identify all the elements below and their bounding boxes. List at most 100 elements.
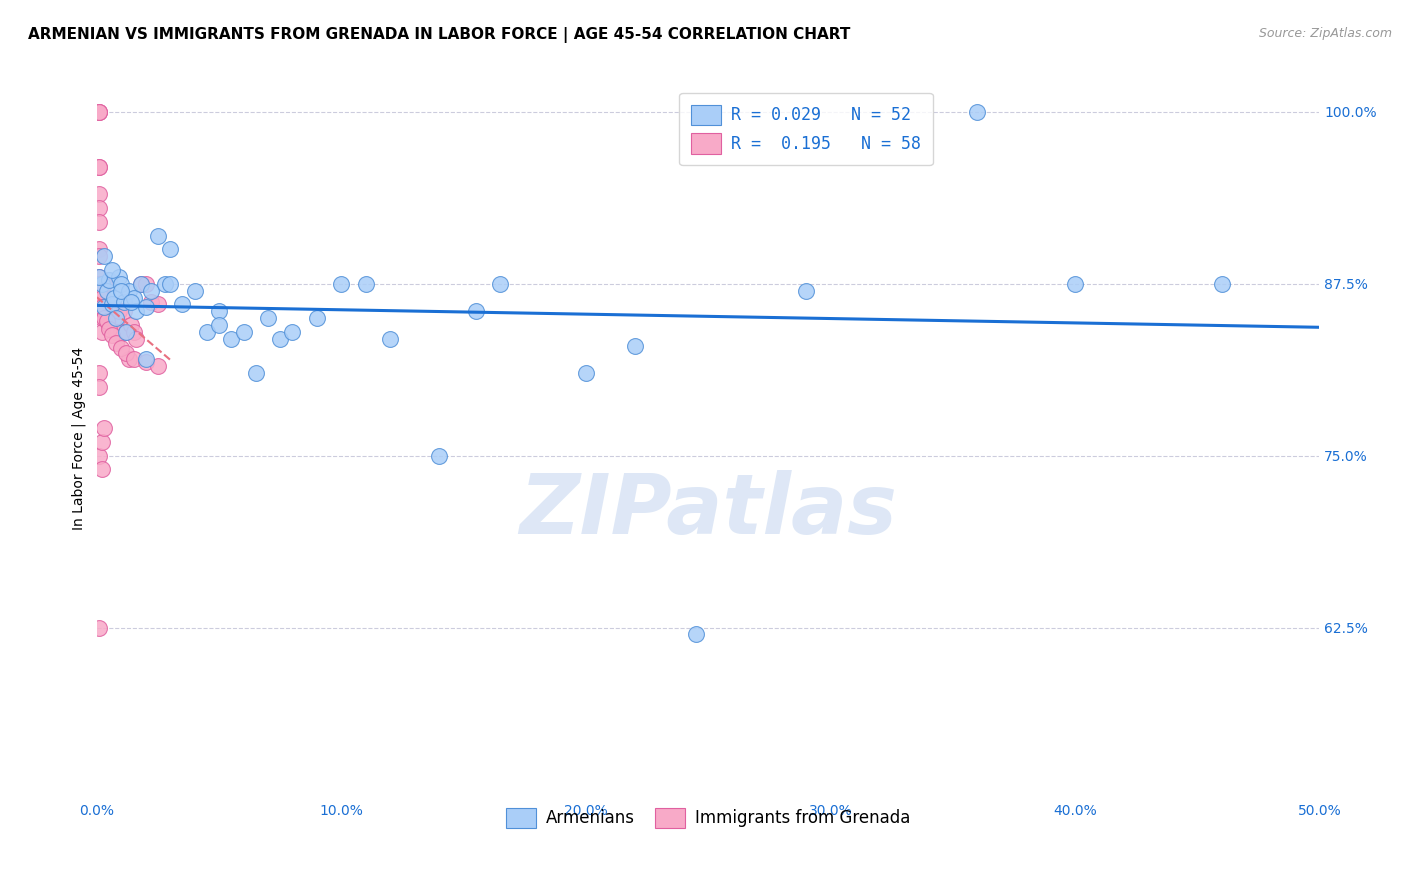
Point (232, 325, 254, 339)
Point (89, 104, 111, 119)
Point (90, 311, 112, 326)
Point (90, 297, 112, 311)
Point (89, 269, 111, 284)
Point (115, 325, 138, 339)
Point (120, 318, 142, 332)
Point (90, 284, 112, 298)
Point (96, 284, 118, 298)
Point (89, 243, 111, 257)
Text: ZIPatlas: ZIPatlas (519, 470, 897, 551)
Point (155, 277, 177, 291)
Point (90, 277, 112, 291)
Point (159, 277, 181, 291)
Point (120, 294, 142, 309)
Point (90, 291, 112, 305)
Point (89, 215, 111, 229)
Point (98, 318, 121, 332)
Point (105, 335, 128, 350)
Point (90, 300, 112, 314)
Point (135, 355, 157, 369)
Point (125, 332, 148, 346)
Point (100, 304, 122, 318)
Point (89, 449, 111, 463)
Point (135, 352, 157, 367)
Point (129, 277, 152, 291)
Point (257, 311, 280, 326)
Point (90, 434, 112, 449)
Point (103, 311, 125, 326)
Text: Source: ZipAtlas.com: Source: ZipAtlas.com (1258, 27, 1392, 40)
Point (115, 345, 138, 359)
Point (96, 314, 118, 328)
Point (354, 277, 377, 291)
Point (125, 304, 148, 318)
Point (93, 300, 115, 314)
Legend: Armenians, Immigrants from Grenada: Armenians, Immigrants from Grenada (499, 801, 917, 835)
Point (89, 277, 111, 291)
Point (269, 332, 291, 346)
Point (110, 277, 132, 291)
Point (90, 277, 112, 291)
Point (98, 272, 121, 286)
Point (129, 277, 152, 291)
Point (146, 228, 169, 243)
Point (90, 325, 112, 339)
Point (100, 297, 122, 311)
Point (135, 300, 157, 314)
Point (117, 284, 139, 298)
Point (108, 269, 131, 284)
Point (122, 291, 145, 305)
Point (685, 627, 707, 641)
Point (966, 104, 988, 119)
Point (489, 277, 512, 291)
Point (172, 297, 194, 311)
Point (96, 294, 118, 309)
Point (195, 325, 218, 339)
Point (110, 342, 132, 356)
Point (794, 284, 817, 298)
Point (281, 325, 304, 339)
Point (117, 352, 139, 367)
Point (112, 304, 135, 318)
Point (245, 366, 267, 380)
Y-axis label: In Labor Force | Age 45-54: In Labor Force | Age 45-54 (72, 347, 86, 530)
Point (89, 269, 111, 284)
Point (100, 327, 122, 342)
Point (105, 325, 128, 339)
Point (90, 462, 112, 476)
Point (89, 160, 111, 174)
Point (330, 277, 353, 291)
Point (89, 621, 111, 635)
Point (305, 311, 328, 326)
Point (122, 352, 145, 367)
Point (122, 325, 145, 339)
Point (93, 297, 115, 311)
Point (139, 294, 162, 309)
Point (110, 284, 132, 298)
Point (89, 104, 111, 119)
Point (183, 284, 205, 298)
Point (89, 366, 111, 380)
Point (115, 325, 138, 339)
Point (221, 332, 243, 346)
Point (110, 325, 132, 339)
Point (89, 104, 111, 119)
Point (93, 421, 115, 435)
Point (112, 294, 135, 309)
Point (380, 332, 402, 346)
Point (146, 359, 169, 374)
Point (100, 263, 122, 277)
Point (89, 201, 111, 215)
Point (139, 284, 162, 298)
Point (89, 380, 111, 394)
Point (135, 277, 157, 291)
Point (105, 311, 128, 326)
Point (93, 277, 115, 291)
Point (1064, 277, 1087, 291)
Point (427, 449, 450, 463)
Point (108, 304, 131, 318)
Text: ARMENIAN VS IMMIGRANTS FROM GRENADA IN LABOR FORCE | AGE 45-54 CORRELATION CHART: ARMENIAN VS IMMIGRANTS FROM GRENADA IN L… (28, 27, 851, 43)
Point (89, 160, 111, 174)
Point (93, 249, 115, 263)
Point (103, 291, 125, 305)
